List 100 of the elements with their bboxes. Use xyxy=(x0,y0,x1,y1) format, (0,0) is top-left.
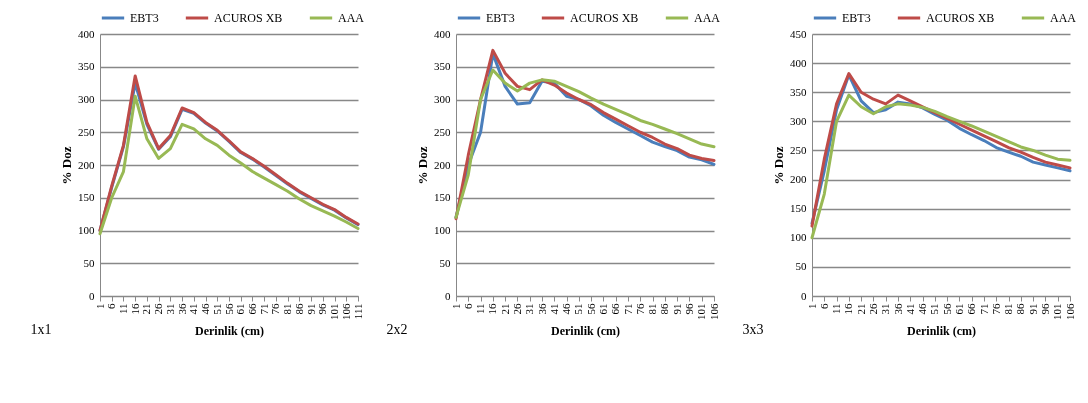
y-tick-label: 200 xyxy=(434,158,451,171)
x-tick-label: 1 xyxy=(449,303,462,309)
text: 2x2 xyxy=(386,321,408,337)
x-tick-label: 26 xyxy=(866,303,879,315)
legend-label: EBT3 xyxy=(486,11,515,25)
x-tick-label: 11 xyxy=(830,303,843,315)
x-tick-label: 81 xyxy=(281,303,294,315)
x-tick-label: 96 xyxy=(316,303,329,315)
y-tick-label: 100 xyxy=(78,224,95,236)
x-tick-label: 61 xyxy=(952,303,965,315)
x-tick-label: 96 xyxy=(682,303,695,315)
x-tick-label: 71 xyxy=(621,303,634,315)
x-tick-label: 101 xyxy=(328,303,341,320)
x-tick-label: 46 xyxy=(916,303,929,315)
y-tick-label: 400 xyxy=(78,27,95,40)
legend-label: ACUROS XB xyxy=(214,11,283,25)
y-tick-label: 200 xyxy=(78,158,95,171)
x-tick-label: 66 xyxy=(965,303,978,315)
x-axis-title: Derinlik (cm) xyxy=(551,324,620,338)
x-tick-label: 36 xyxy=(891,303,904,315)
x-tick-label: 86 xyxy=(1014,303,1027,315)
x-tick-label: 26 xyxy=(510,303,523,315)
x-tick-label: 21 xyxy=(498,303,511,315)
x-tick-label: 76 xyxy=(269,303,282,315)
x-tick-label: 56 xyxy=(940,303,953,315)
y-tick-label: 0 xyxy=(801,289,807,302)
x-tick-label: 46 xyxy=(560,303,573,315)
x-tick-label: 51 xyxy=(210,303,223,315)
x-tick-label: 76 xyxy=(633,303,646,315)
x-tick-label: 16 xyxy=(842,303,855,315)
x-tick-label: 61 xyxy=(234,303,247,315)
legend-label: EBT3 xyxy=(842,11,871,25)
y-tick-label: 0 xyxy=(445,289,451,302)
y-tick-label: 0 xyxy=(89,289,95,302)
text: 1x1 xyxy=(30,321,52,337)
x-tick-label: 71 xyxy=(257,303,270,315)
x-tick-label: 106 xyxy=(707,303,720,320)
y-tick-label: 250 xyxy=(434,125,451,138)
x-tick-label: 6 xyxy=(461,303,474,309)
x-tick-label: 6 xyxy=(817,303,830,309)
x-tick-label: 41 xyxy=(903,303,916,315)
x-tick-label: 26 xyxy=(152,303,165,315)
x-tick-label: 96 xyxy=(1038,303,1051,315)
x-tick-label: 46 xyxy=(199,303,212,315)
y-tick-label: 50 xyxy=(439,256,451,269)
y-tick-label: 50 xyxy=(795,260,807,273)
y-tick-label: 50 xyxy=(83,256,95,269)
y-tick-label: 100 xyxy=(434,224,451,236)
x-tick-label: 91 xyxy=(670,303,683,315)
x-tick-label: 11 xyxy=(474,303,487,315)
x-tick-label: 111 xyxy=(351,303,364,320)
x-tick-label: 66 xyxy=(609,303,622,315)
x-tick-label: 56 xyxy=(584,303,597,315)
x-tick-label: 31 xyxy=(163,303,176,315)
x-tick-label: 106 xyxy=(339,303,352,320)
x-axis-title: Derinlik (cm) xyxy=(907,324,976,338)
legend-label: AAA xyxy=(694,11,721,25)
x-tick-label: 91 xyxy=(1026,303,1039,315)
x-tick-label: 11 xyxy=(116,303,129,315)
x-tick-label: 76 xyxy=(989,303,1002,315)
x-tick-label: 81 xyxy=(1002,303,1015,315)
legend-label: ACUROS XB xyxy=(926,11,995,25)
x-tick-label: 106 xyxy=(1063,303,1076,320)
y-axis-title: % Doz xyxy=(415,146,430,185)
y-tick-label: 150 xyxy=(78,191,95,204)
x-tick-label: 101 xyxy=(1051,303,1064,320)
x-tick-label: 1 xyxy=(805,303,818,309)
x-tick-label: 36 xyxy=(535,303,548,315)
x-tick-label: 86 xyxy=(292,303,305,315)
x-tick-label: 1 xyxy=(93,303,106,309)
x-tick-label: 91 xyxy=(304,303,317,315)
x-tick-label: 41 xyxy=(187,303,200,315)
y-tick-label: 150 xyxy=(434,191,451,204)
x-tick-label: 101 xyxy=(695,303,708,320)
y-tick-label: 150 xyxy=(790,202,807,215)
y-axis-title: % Doz xyxy=(771,146,786,185)
y-tick-label: 350 xyxy=(434,60,451,73)
x-tick-label: 51 xyxy=(572,303,585,315)
x-tick-label: 51 xyxy=(928,303,941,315)
x-tick-label: 61 xyxy=(596,303,609,315)
x-tick-label: 21 xyxy=(854,303,867,315)
x-tick-label: 36 xyxy=(175,303,188,315)
y-tick-label: 350 xyxy=(790,85,807,98)
y-tick-label: 450 xyxy=(790,27,807,40)
x-tick-label: 31 xyxy=(879,303,892,315)
y-tick-label: 250 xyxy=(790,143,807,156)
x-tick-label: 41 xyxy=(547,303,560,315)
y-tick-label: 300 xyxy=(78,93,95,105)
y-axis-title: % Doz xyxy=(59,146,74,185)
y-tick-label: 300 xyxy=(434,93,451,105)
y-tick-label: 350 xyxy=(78,60,95,73)
x-axis-title: Derinlik (cm) xyxy=(195,324,264,338)
y-tick-label: 100 xyxy=(790,231,807,244)
legend-label: AAA xyxy=(1050,11,1077,25)
legend-label: ACUROS XB xyxy=(570,11,639,25)
x-tick-label: 71 xyxy=(977,303,990,315)
y-tick-label: 200 xyxy=(790,173,807,186)
x-tick-label: 56 xyxy=(222,303,235,315)
y-tick-label: 250 xyxy=(78,125,95,138)
y-tick-label: 300 xyxy=(790,114,807,127)
